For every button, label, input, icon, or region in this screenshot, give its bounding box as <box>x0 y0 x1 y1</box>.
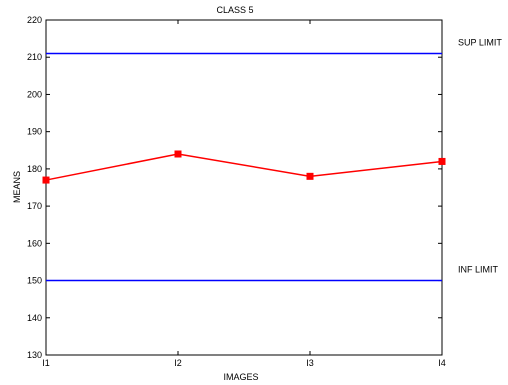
y-tick-label: 170 <box>27 201 42 211</box>
chart-title: CLASS 5 <box>216 5 253 15</box>
y-tick-label: 130 <box>27 350 42 360</box>
plot-area <box>45 19 443 356</box>
x-tick-label: I2 <box>174 358 182 368</box>
y-tick-label: 180 <box>27 164 42 174</box>
x-tick-label: I3 <box>306 358 314 368</box>
y-tick-label: 190 <box>27 127 42 137</box>
y-tick-label: 200 <box>27 89 42 99</box>
y-tick-label: 160 <box>27 238 42 248</box>
data-point-marker <box>306 172 314 180</box>
data-point-marker <box>438 157 446 165</box>
y-axis-label: MEANS <box>12 171 22 203</box>
data-point-marker <box>174 150 182 158</box>
reference-line-label: SUP LIMIT <box>458 38 502 48</box>
y-tick-label: 220 <box>27 15 42 25</box>
x-tick-label: I1 <box>42 358 50 368</box>
x-axis-label: IMAGES <box>223 372 258 382</box>
reference-line-label: INF LIMIT <box>458 265 499 275</box>
y-tick-label: 140 <box>27 313 42 323</box>
data-point-marker <box>42 176 50 184</box>
y-tick-label: 210 <box>27 52 42 62</box>
y-tick-label: 150 <box>27 276 42 286</box>
x-tick-label: I4 <box>438 358 446 368</box>
series-line <box>45 153 443 181</box>
